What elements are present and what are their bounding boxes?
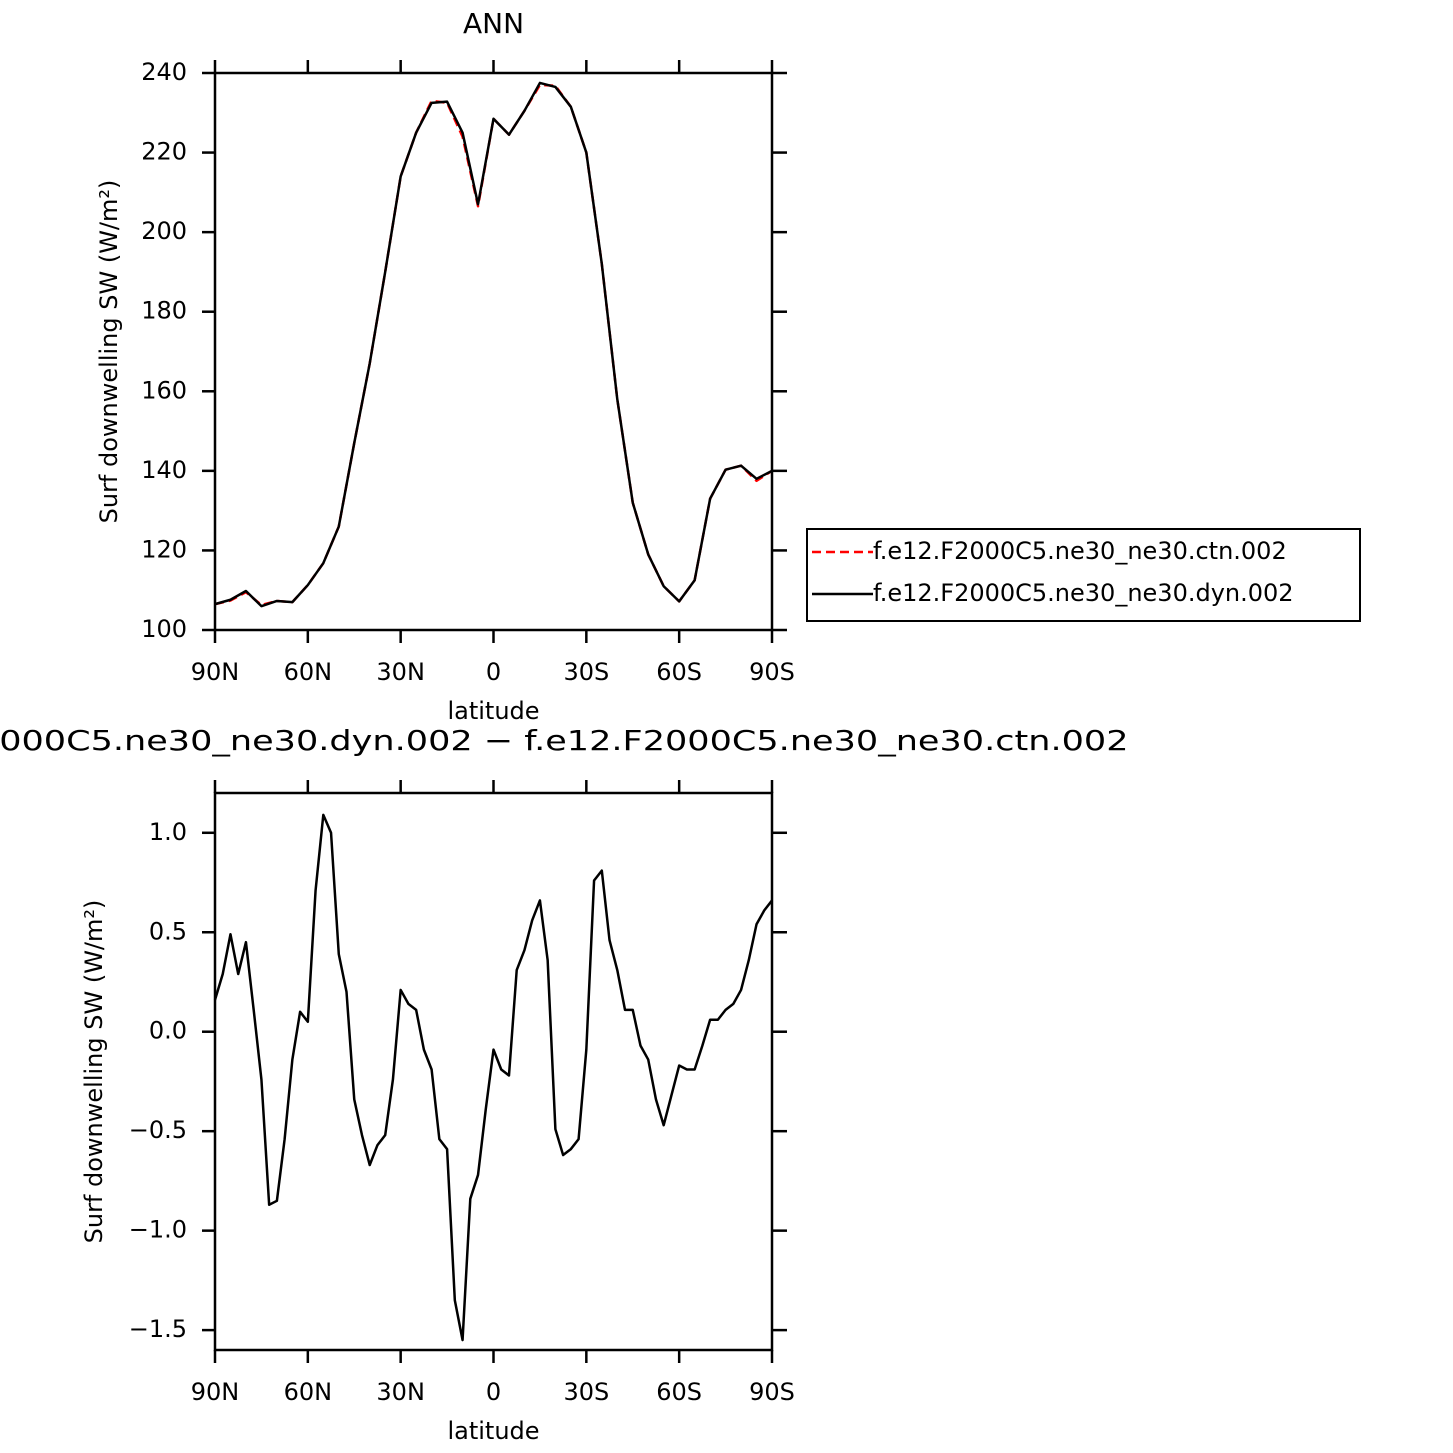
y-tick-label: 1.0 <box>149 818 187 846</box>
y-tick-label: 140 <box>141 456 187 484</box>
x-tick-label: 30S <box>563 658 609 686</box>
chart-title: f.e12.F2000C5.ne30_ne30.dyn.002 − f.e12.… <box>0 724 1129 757</box>
y-tick-label: −1.5 <box>129 1315 187 1343</box>
x-axis-label: latitude <box>447 697 539 725</box>
y-tick-label: 200 <box>141 217 187 245</box>
x-tick-label: 90N <box>191 658 240 686</box>
data-line <box>214 81 773 608</box>
x-tick-label: 0 <box>486 658 501 686</box>
x-tick-label: 60S <box>656 1378 702 1406</box>
y-tick-label: 240 <box>141 58 187 86</box>
y-tick-label: 220 <box>141 138 187 166</box>
legend-label: f.e12.F2000C5.ne30_ne30.ctn.002 <box>873 537 1287 565</box>
x-tick-label: 60N <box>284 1378 333 1406</box>
y-tick-label: −0.5 <box>129 1116 187 1144</box>
x-tick-label: 90N <box>191 1378 240 1406</box>
x-axis-label: latitude <box>447 1417 539 1445</box>
x-tick-label: 30S <box>563 1378 609 1406</box>
y-tick-label: 100 <box>141 615 187 643</box>
plot-frame <box>213 791 774 1352</box>
y-tick-label: −1.0 <box>129 1216 187 1244</box>
y-axis-label: Surf downwelling SW (W/m²) <box>80 900 108 1244</box>
x-tick-label: 90S <box>749 658 795 686</box>
y-tick-label: 180 <box>141 297 187 325</box>
y-tick-label: 120 <box>141 535 187 563</box>
y-tick-label: 0.5 <box>149 917 187 945</box>
y-tick-label: 160 <box>141 376 187 404</box>
data-line <box>213 813 773 1342</box>
x-tick-label: 60S <box>656 658 702 686</box>
y-tick-label: 0.0 <box>149 1017 187 1045</box>
x-tick-label: 90S <box>749 1378 795 1406</box>
x-tick-label: 0 <box>486 1378 501 1406</box>
x-tick-label: 60N <box>284 658 333 686</box>
x-tick-label: 30N <box>376 1378 425 1406</box>
data-line <box>214 83 773 607</box>
legend-label: f.e12.F2000C5.ne30_ne30.dyn.002 <box>873 579 1294 607</box>
x-tick-label: 30N <box>376 658 425 686</box>
plot-frame <box>213 71 774 632</box>
legend-box <box>806 528 1361 622</box>
y-axis-label: Surf downwelling SW (W/m²) <box>95 180 123 524</box>
chart-title: ANN <box>463 7 524 40</box>
